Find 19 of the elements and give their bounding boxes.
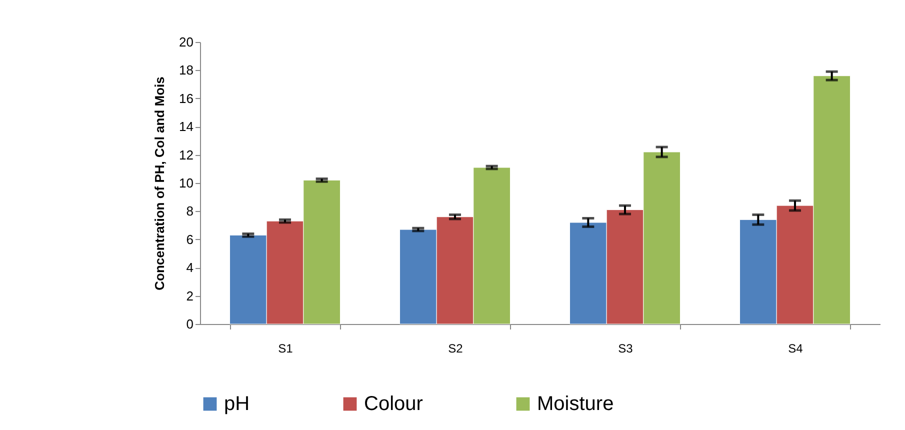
y-axis-title: Concentration of PH, Col and Mois	[152, 76, 168, 290]
y-tick-label: 14	[179, 119, 194, 134]
y-tick-label: 16	[179, 90, 194, 106]
x-tick-label: S3	[618, 342, 634, 356]
y-tick-label: 10	[179, 176, 194, 190]
y-tick-label: 4	[186, 260, 194, 276]
legend-label: pH	[224, 393, 250, 415]
y-tick-label: 20	[179, 34, 194, 50]
y-tick-label: 8	[186, 204, 194, 219]
y-tick-label: 2	[186, 288, 194, 304]
x-tick-label: S4	[788, 342, 804, 356]
x-tick-label: S2	[448, 342, 464, 356]
x-tick-label: S1	[278, 342, 294, 356]
legend-label: Colour	[364, 393, 424, 415]
y-tick-label: 12	[179, 147, 194, 162]
legend-label: Moisture	[537, 393, 614, 415]
y-tick-label: 18	[179, 62, 194, 78]
y-tick-label: 0	[186, 316, 194, 332]
y-tick-label: 6	[186, 232, 194, 247]
